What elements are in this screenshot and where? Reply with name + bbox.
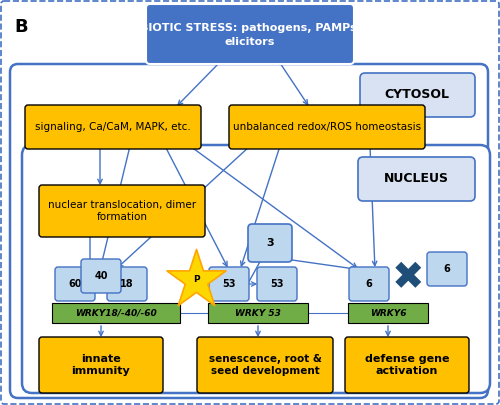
FancyBboxPatch shape xyxy=(39,185,205,237)
Text: 6: 6 xyxy=(366,279,372,289)
Text: CYTOSOL: CYTOSOL xyxy=(384,89,450,102)
FancyBboxPatch shape xyxy=(358,157,475,201)
Text: BIOTIC STRESS: pathogens, PAMPs,
elicitors: BIOTIC STRESS: pathogens, PAMPs, elicito… xyxy=(140,23,360,47)
FancyBboxPatch shape xyxy=(197,337,333,393)
Text: WRKY18/-40/-60: WRKY18/-40/-60 xyxy=(75,309,157,318)
Bar xyxy=(208,303,308,323)
FancyBboxPatch shape xyxy=(427,252,467,286)
FancyBboxPatch shape xyxy=(209,267,249,301)
Text: innate
immunity: innate immunity xyxy=(72,354,130,376)
FancyBboxPatch shape xyxy=(360,73,475,117)
FancyBboxPatch shape xyxy=(55,267,95,301)
FancyBboxPatch shape xyxy=(257,267,297,301)
Point xyxy=(192,277,200,283)
Text: defense gene
activation: defense gene activation xyxy=(365,354,449,376)
Text: 60: 60 xyxy=(68,279,82,289)
Bar xyxy=(348,303,428,323)
FancyBboxPatch shape xyxy=(248,224,292,262)
FancyBboxPatch shape xyxy=(39,337,163,393)
Text: unbalanced redox/ROS homeostasis: unbalanced redox/ROS homeostasis xyxy=(233,122,421,132)
Text: 3: 3 xyxy=(266,238,274,248)
Text: ✖: ✖ xyxy=(392,259,424,297)
FancyBboxPatch shape xyxy=(345,337,469,393)
Text: senescence, root &
seed development: senescence, root & seed development xyxy=(208,354,322,376)
Text: P: P xyxy=(192,275,200,284)
Text: 40: 40 xyxy=(94,271,108,281)
FancyBboxPatch shape xyxy=(81,259,121,293)
FancyBboxPatch shape xyxy=(107,267,147,301)
Text: WRKY6: WRKY6 xyxy=(370,309,406,318)
Bar xyxy=(52,303,180,323)
Text: 53: 53 xyxy=(222,279,236,289)
FancyBboxPatch shape xyxy=(25,105,201,149)
FancyBboxPatch shape xyxy=(10,64,488,398)
Text: 18: 18 xyxy=(120,279,134,289)
FancyBboxPatch shape xyxy=(229,105,425,149)
FancyBboxPatch shape xyxy=(22,145,490,393)
Text: NUCLEUS: NUCLEUS xyxy=(384,173,448,185)
Text: B: B xyxy=(14,18,28,36)
Text: WRKY 53: WRKY 53 xyxy=(235,309,281,318)
Text: 6: 6 xyxy=(444,264,450,274)
Text: nuclear translocation, dimer
formation: nuclear translocation, dimer formation xyxy=(48,200,196,222)
FancyBboxPatch shape xyxy=(349,267,389,301)
Text: signaling, Ca/CaM, MAPK, etc.: signaling, Ca/CaM, MAPK, etc. xyxy=(35,122,191,132)
FancyBboxPatch shape xyxy=(146,4,354,64)
Text: 53: 53 xyxy=(270,279,284,289)
